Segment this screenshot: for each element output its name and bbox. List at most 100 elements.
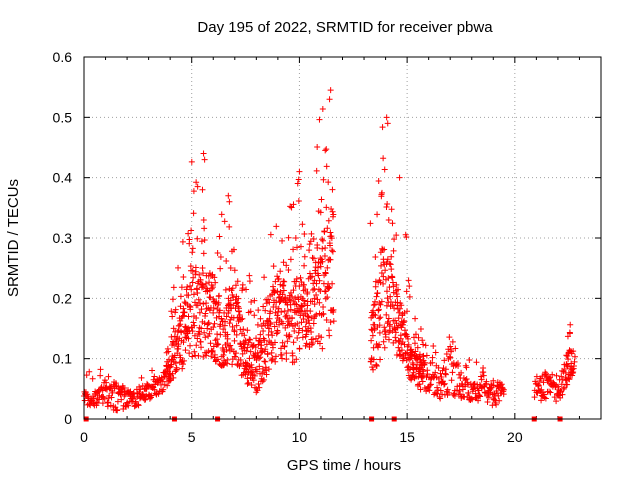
data-point <box>251 312 258 319</box>
data-point <box>151 373 158 380</box>
data-point <box>186 236 193 243</box>
data-point <box>191 299 198 306</box>
data-point <box>446 334 453 341</box>
x-tick-label: 5 <box>188 429 196 445</box>
data-point <box>317 209 324 216</box>
data-point <box>172 360 179 367</box>
data-point <box>315 286 322 293</box>
data-point <box>90 395 97 402</box>
x-tick-label: 0 <box>80 429 88 445</box>
data-point <box>193 315 200 322</box>
data-point <box>192 268 199 275</box>
y-tick-label: 0.1 <box>53 351 73 367</box>
data-point <box>451 393 458 400</box>
data-point <box>326 96 333 103</box>
data-point <box>427 381 434 388</box>
data-point <box>177 317 184 324</box>
data-point <box>383 302 390 309</box>
data-point <box>462 362 469 369</box>
data-point <box>248 299 255 306</box>
data-point <box>278 308 285 315</box>
data-point <box>311 313 318 320</box>
data-point <box>293 356 300 363</box>
data-point <box>385 336 392 343</box>
data-point <box>287 256 294 263</box>
data-point <box>252 344 259 351</box>
data-point <box>377 314 384 321</box>
data-point <box>314 143 321 150</box>
data-point <box>233 322 240 329</box>
data-point <box>393 351 400 358</box>
data-point <box>306 241 313 248</box>
data-point <box>118 385 125 392</box>
data-point <box>253 335 260 342</box>
data-point <box>300 315 307 322</box>
data-point <box>476 392 483 399</box>
data-point <box>196 309 203 316</box>
data-point <box>179 361 186 368</box>
data-point <box>372 283 379 290</box>
data-point <box>375 344 382 351</box>
data-point <box>378 269 385 276</box>
data-point <box>326 240 333 247</box>
data-point <box>449 338 456 345</box>
data-point <box>393 290 400 297</box>
data-point <box>381 246 388 253</box>
data-point <box>378 189 385 196</box>
axis-ticks <box>83 56 601 420</box>
data-point <box>385 275 392 282</box>
data-point <box>367 220 374 227</box>
data-point <box>323 204 330 211</box>
data-point <box>151 386 158 393</box>
data-point <box>325 179 332 186</box>
data-point <box>446 353 453 360</box>
data-point <box>403 234 410 241</box>
data-point <box>394 293 401 300</box>
data-point <box>241 332 248 339</box>
data-point <box>283 350 290 357</box>
data-point <box>248 364 255 371</box>
data-point <box>310 236 317 243</box>
data-point <box>449 369 456 376</box>
data-point <box>421 385 428 392</box>
data-point <box>546 388 553 395</box>
data-point <box>437 387 444 394</box>
data-point <box>312 267 319 274</box>
data-point <box>159 378 166 385</box>
data-point <box>188 158 195 165</box>
data-point <box>422 359 429 366</box>
data-point <box>446 389 453 396</box>
data-point <box>274 329 281 336</box>
data-point <box>417 325 424 332</box>
data-point <box>404 308 411 315</box>
data-point <box>180 274 187 281</box>
data-point <box>272 278 279 285</box>
data-point <box>433 390 440 397</box>
data-point <box>198 344 205 351</box>
data-point <box>135 401 142 408</box>
data-point <box>430 342 437 349</box>
data-point <box>409 349 416 356</box>
data-point <box>229 323 236 330</box>
data-point <box>83 372 90 379</box>
data-point <box>373 362 380 369</box>
data-point <box>280 282 287 289</box>
data-point <box>223 257 230 264</box>
data-point <box>214 340 221 347</box>
data-point <box>279 320 286 327</box>
data-point <box>179 313 186 320</box>
data-point <box>406 283 413 290</box>
data-point <box>275 305 282 312</box>
x-axis-label: GPS time / hours <box>287 457 401 474</box>
data-point <box>181 299 188 306</box>
data-point <box>101 395 108 402</box>
data-point <box>279 237 286 244</box>
data-point <box>244 380 251 387</box>
data-point <box>201 225 208 232</box>
data-point <box>281 278 288 285</box>
data-point <box>329 186 336 193</box>
data-point <box>196 271 203 278</box>
data-point <box>214 356 221 363</box>
data-point <box>285 234 292 241</box>
data-point <box>330 211 337 218</box>
